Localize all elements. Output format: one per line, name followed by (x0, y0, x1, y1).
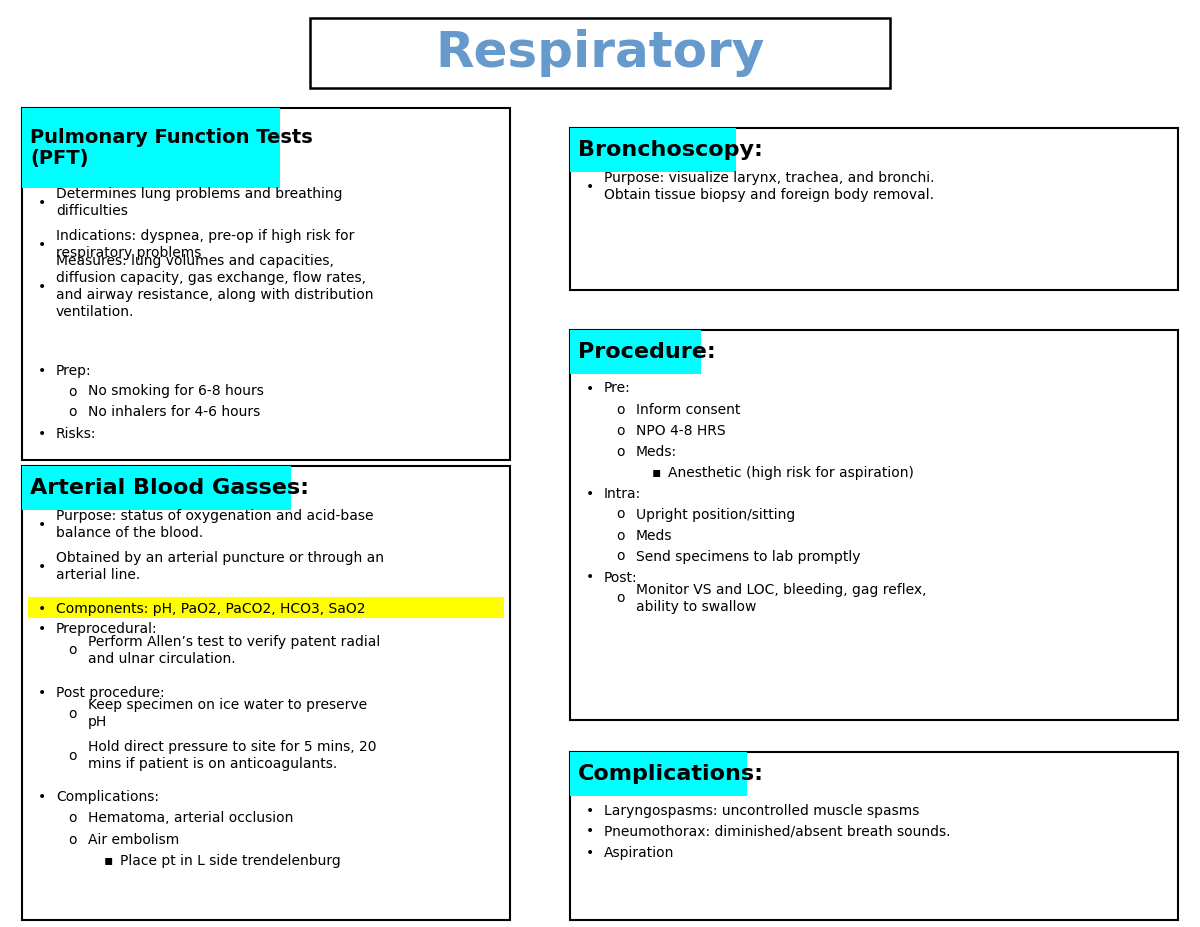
Text: o: o (616, 591, 624, 605)
Text: •: • (586, 804, 594, 818)
Text: o: o (68, 405, 77, 420)
Text: Hold direct pressure to site for 5 mins, 20
mins if patient is on anticoagulants: Hold direct pressure to site for 5 mins,… (88, 740, 377, 771)
Text: o: o (68, 811, 77, 826)
Text: NPO 4-8 HRS: NPO 4-8 HRS (636, 424, 726, 438)
Text: Keep specimen on ice water to preserve
pH: Keep specimen on ice water to preserve p… (88, 698, 367, 730)
Text: o: o (68, 706, 77, 720)
Text: Bronchoscopy:: Bronchoscopy: (578, 140, 763, 160)
Text: Complications:: Complications: (56, 791, 158, 805)
Text: o: o (68, 832, 77, 846)
Text: Measures: lung volumes and capacities,
diffusion capacity, gas exchange, flow ra: Measures: lung volumes and capacities, d… (56, 254, 373, 320)
Text: o: o (616, 402, 624, 416)
Text: Aspiration: Aspiration (604, 845, 674, 859)
FancyBboxPatch shape (310, 18, 890, 88)
Text: •: • (586, 824, 594, 839)
Text: Pulmonary Function Tests
(PFT): Pulmonary Function Tests (PFT) (30, 128, 313, 168)
Text: •: • (38, 517, 47, 531)
Text: Anesthetic (high risk for aspiration): Anesthetic (high risk for aspiration) (668, 465, 914, 479)
FancyBboxPatch shape (22, 108, 280, 188)
Text: Perform Allen’s test to verify patent radial
and ulnar circulation.: Perform Allen’s test to verify patent ra… (88, 635, 380, 667)
Text: •: • (38, 196, 47, 210)
FancyBboxPatch shape (22, 466, 510, 920)
Text: •: • (38, 560, 47, 574)
Text: •: • (38, 623, 47, 637)
Text: Purpose: status of oxygenation and acid-base
balance of the blood.: Purpose: status of oxygenation and acid-… (56, 509, 373, 540)
Text: Respiratory: Respiratory (436, 29, 764, 77)
Text: Pre:: Pre: (604, 382, 631, 396)
Text: Determines lung problems and breathing
difficulties: Determines lung problems and breathing d… (56, 187, 342, 218)
Text: o: o (68, 643, 77, 657)
Text: Procedure:: Procedure: (578, 342, 715, 362)
Text: No smoking for 6-8 hours: No smoking for 6-8 hours (88, 385, 264, 399)
Text: o: o (616, 507, 624, 522)
FancyBboxPatch shape (22, 108, 510, 460)
Text: Complications:: Complications: (578, 764, 764, 784)
Text: o: o (616, 424, 624, 438)
Text: •: • (586, 570, 594, 585)
Text: •: • (38, 237, 47, 251)
Text: •: • (38, 426, 47, 440)
Text: Purpose: visualize larynx, trachea, and bronchi.
Obtain tissue biopsy and foreig: Purpose: visualize larynx, trachea, and … (604, 171, 935, 202)
Text: Upright position/sitting: Upright position/sitting (636, 507, 796, 522)
Text: No inhalers for 4-6 hours: No inhalers for 4-6 hours (88, 405, 260, 420)
FancyBboxPatch shape (28, 597, 504, 618)
Text: Intra:: Intra: (604, 487, 641, 501)
Text: Post procedure:: Post procedure: (56, 685, 164, 700)
Text: Meds:: Meds: (636, 445, 677, 459)
Text: •: • (586, 487, 594, 501)
FancyBboxPatch shape (570, 752, 748, 796)
Text: •: • (586, 382, 594, 396)
Text: •: • (38, 363, 47, 377)
Text: •: • (38, 280, 47, 294)
FancyBboxPatch shape (570, 128, 736, 172)
Text: Obtained by an arterial puncture or through an
arterial line.: Obtained by an arterial puncture or thro… (56, 551, 384, 582)
Text: •: • (586, 180, 594, 194)
Text: Prep:: Prep: (56, 363, 91, 377)
Text: ▪: ▪ (104, 854, 113, 868)
Text: Post:: Post: (604, 570, 637, 585)
Text: Inform consent: Inform consent (636, 402, 740, 416)
Text: ▪: ▪ (652, 465, 661, 479)
FancyBboxPatch shape (570, 330, 1178, 720)
Text: Indications: dyspnea, pre-op if high risk for
respiratory problems: Indications: dyspnea, pre-op if high ris… (56, 229, 354, 260)
Text: Laryngospasms: uncontrolled muscle spasms: Laryngospasms: uncontrolled muscle spasm… (604, 804, 919, 818)
Text: •: • (38, 791, 47, 805)
Text: •: • (38, 685, 47, 700)
Text: o: o (616, 528, 624, 542)
Text: Pneumothorax: diminished/absent breath sounds.: Pneumothorax: diminished/absent breath s… (604, 824, 950, 839)
FancyBboxPatch shape (570, 330, 701, 374)
Text: o: o (68, 385, 77, 399)
Text: o: o (616, 445, 624, 459)
Text: Send specimens to lab promptly: Send specimens to lab promptly (636, 550, 860, 564)
Text: •: • (38, 602, 47, 616)
FancyBboxPatch shape (570, 128, 1178, 290)
Text: Arterial Blood Gasses:: Arterial Blood Gasses: (30, 478, 310, 498)
Text: Monitor VS and LOC, bleeding, gag reflex,
ability to swallow: Monitor VS and LOC, bleeding, gag reflex… (636, 583, 926, 615)
FancyBboxPatch shape (570, 752, 1178, 920)
Text: Air embolism: Air embolism (88, 832, 179, 846)
Text: Meds: Meds (636, 528, 672, 542)
Text: Components: pH, PaO2, PaCO2, HCO3, SaO2: Components: pH, PaO2, PaCO2, HCO3, SaO2 (56, 602, 366, 616)
Text: Place pt in L side trendelenburg: Place pt in L side trendelenburg (120, 854, 341, 868)
FancyBboxPatch shape (22, 466, 292, 510)
Text: •: • (586, 845, 594, 859)
Text: o: o (616, 550, 624, 564)
Text: Risks:: Risks: (56, 426, 96, 440)
Text: Hematoma, arterial occlusion: Hematoma, arterial occlusion (88, 811, 293, 826)
Text: o: o (68, 748, 77, 763)
Text: Preprocedural:: Preprocedural: (56, 623, 157, 637)
